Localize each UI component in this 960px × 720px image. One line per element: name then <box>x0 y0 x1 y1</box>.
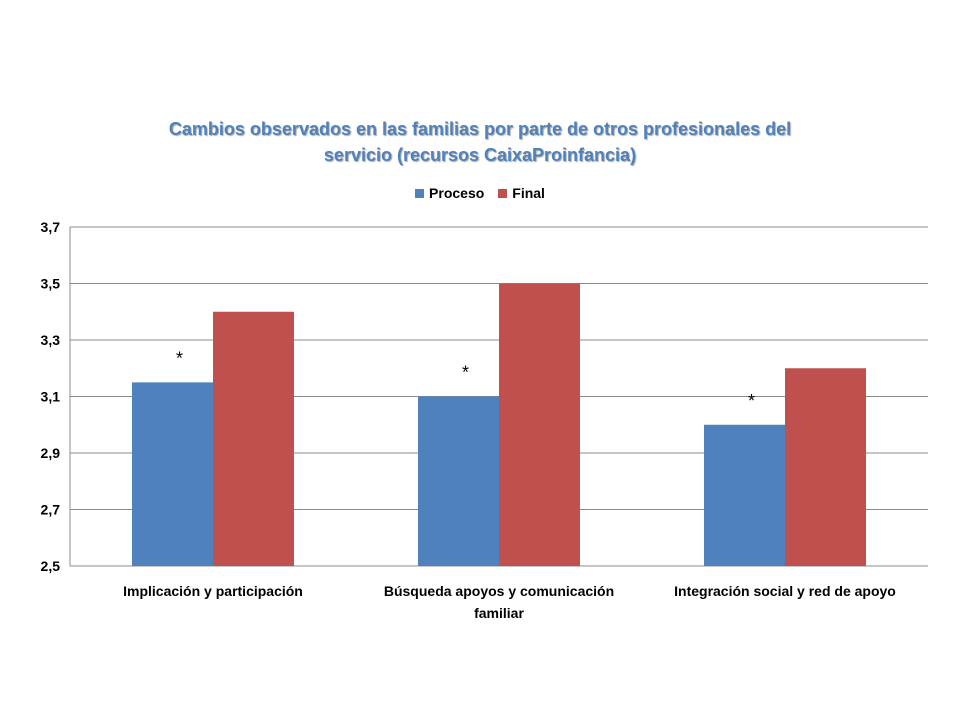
legend-label-final: Final <box>512 185 545 201</box>
legend-swatch-proceso <box>415 188 425 198</box>
chart-title-line-2: servicio (recursos CaixaProinfancia) <box>323 145 637 165</box>
bar-final-1 <box>213 311 294 566</box>
legend-swatch-final <box>498 188 508 198</box>
x-category-label: Implicación y participación <box>123 583 303 599</box>
significance-asterisk: * <box>748 391 755 411</box>
y-tick-label: 3,3 <box>41 332 61 348</box>
y-tick-label: 2,5 <box>41 558 61 574</box>
x-category-label: Integración social y red de apoyo <box>674 583 896 599</box>
bar-proceso-3 <box>704 424 785 566</box>
chart-title-line-1: Cambios observados en las familias por p… <box>168 119 792 139</box>
x-category-label: familiar <box>474 605 524 621</box>
legend-item-proceso: Proceso <box>415 185 484 201</box>
significance-asterisk: * <box>462 363 469 383</box>
y-tick-label: 3,7 <box>41 219 61 235</box>
bar-final-2 <box>499 283 580 566</box>
bar-proceso-2 <box>418 396 499 566</box>
significance-asterisk: * <box>176 348 183 368</box>
chart-title: Cambios observados en las familias por p… <box>0 116 960 168</box>
x-category-label: Búsqueda apoyos y comunicación <box>384 583 614 599</box>
y-tick-label: 2,7 <box>41 502 61 518</box>
y-tick-label: 3,1 <box>41 389 61 405</box>
bar-final-3 <box>785 368 866 566</box>
y-tick-label: 3,5 <box>41 276 61 292</box>
legend-label-proceso: Proceso <box>429 185 485 201</box>
y-tick-label: 2,9 <box>41 445 61 461</box>
chart-legend: Proceso Final <box>0 185 960 201</box>
legend-item-final: Final <box>498 185 545 201</box>
bar-proceso-1 <box>132 382 213 566</box>
